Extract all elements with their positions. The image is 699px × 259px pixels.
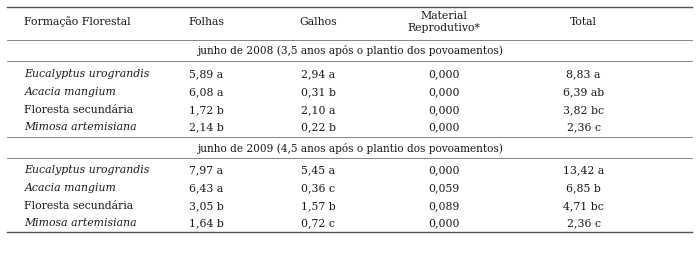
Text: 0,36 c: 0,36 c bbox=[301, 183, 335, 193]
Text: 3,82 bc: 3,82 bc bbox=[563, 105, 604, 115]
Text: 6,43 a: 6,43 a bbox=[189, 183, 223, 193]
Text: Eucalyptus urograndis: Eucalyptus urograndis bbox=[24, 69, 150, 79]
Text: junho de 2008 (3,5 anos após o plantio dos povoamentos): junho de 2008 (3,5 anos após o plantio d… bbox=[196, 46, 503, 56]
Text: 8,83 a: 8,83 a bbox=[566, 69, 601, 79]
Text: 2,94 a: 2,94 a bbox=[301, 69, 335, 79]
Text: 0,000: 0,000 bbox=[428, 165, 460, 175]
Text: 2,14 b: 2,14 b bbox=[189, 122, 224, 132]
Text: 0,22 b: 0,22 b bbox=[301, 122, 336, 132]
Text: 5,89 a: 5,89 a bbox=[189, 69, 223, 79]
Text: Acacia mangium: Acacia mangium bbox=[24, 87, 116, 97]
Text: Formação Florestal: Formação Florestal bbox=[24, 17, 131, 27]
Text: Mimosa artemisiana: Mimosa artemisiana bbox=[24, 218, 137, 228]
Text: 1,72 b: 1,72 b bbox=[189, 105, 224, 115]
Text: Acacia mangium: Acacia mangium bbox=[24, 183, 116, 193]
Text: 0,31 b: 0,31 b bbox=[301, 87, 336, 97]
Text: 2,10 a: 2,10 a bbox=[301, 105, 336, 115]
Text: Floresta secundária: Floresta secundária bbox=[24, 105, 134, 115]
Text: 0,000: 0,000 bbox=[428, 87, 460, 97]
Text: 6,85 b: 6,85 b bbox=[566, 183, 601, 193]
Text: 1,64 b: 1,64 b bbox=[189, 218, 224, 228]
Text: 0,000: 0,000 bbox=[428, 69, 460, 79]
Text: 6,39 ab: 6,39 ab bbox=[563, 87, 605, 97]
Text: Eucalyptus urograndis: Eucalyptus urograndis bbox=[24, 165, 150, 175]
Text: Material
Reprodutivo*: Material Reprodutivo* bbox=[408, 11, 480, 33]
Text: 0,000: 0,000 bbox=[428, 218, 460, 228]
Text: 0,000: 0,000 bbox=[428, 122, 460, 132]
Text: 0,72 c: 0,72 c bbox=[301, 218, 335, 228]
Text: 1,57 b: 1,57 b bbox=[301, 201, 336, 211]
Text: 2,36 c: 2,36 c bbox=[567, 218, 600, 228]
Text: 4,71 bc: 4,71 bc bbox=[563, 201, 604, 211]
Text: Floresta secundária: Floresta secundária bbox=[24, 201, 134, 211]
Text: junho de 2009 (4,5 anos após o plantio dos povoamentos): junho de 2009 (4,5 anos após o plantio d… bbox=[196, 142, 503, 154]
Text: Galhos: Galhos bbox=[299, 17, 337, 27]
Text: 0,000: 0,000 bbox=[428, 105, 460, 115]
Text: 0,089: 0,089 bbox=[428, 201, 459, 211]
Text: 13,42 a: 13,42 a bbox=[563, 165, 605, 175]
Text: 7,97 a: 7,97 a bbox=[189, 165, 223, 175]
Text: 6,08 a: 6,08 a bbox=[189, 87, 224, 97]
Text: Mimosa artemisiana: Mimosa artemisiana bbox=[24, 122, 137, 132]
Text: 5,45 a: 5,45 a bbox=[301, 165, 335, 175]
Text: 2,36 c: 2,36 c bbox=[567, 122, 600, 132]
Text: Total: Total bbox=[570, 17, 597, 27]
Text: 0,059: 0,059 bbox=[428, 183, 459, 193]
Text: 3,05 b: 3,05 b bbox=[189, 201, 224, 211]
Text: Folhas: Folhas bbox=[188, 17, 224, 27]
